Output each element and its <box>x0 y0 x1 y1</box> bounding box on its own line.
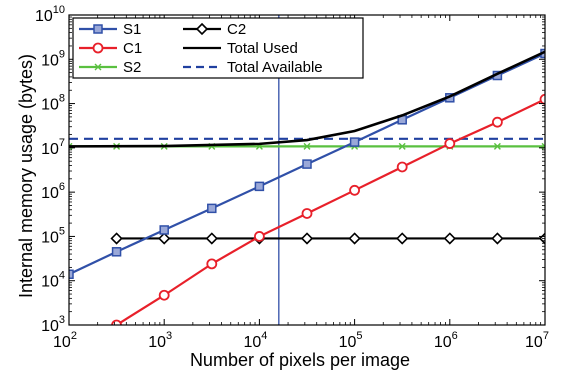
series-total-used <box>69 50 545 148</box>
plot-frame <box>68 14 546 326</box>
legend-marker-c1 <box>92 42 104 54</box>
x-tick-label: 105 <box>339 330 363 351</box>
point-s1 <box>159 225 169 235</box>
series-line-total-used <box>69 50 545 148</box>
point-c1 <box>349 184 361 196</box>
point-s2 <box>69 142 73 150</box>
point-c1 <box>396 161 408 173</box>
y-tick-label: 103 <box>41 314 65 335</box>
point-s1 <box>349 137 360 147</box>
x-tick-label: 103 <box>148 330 172 351</box>
series-c1 <box>111 93 545 325</box>
point-s1 <box>302 159 312 169</box>
point-c2 <box>443 232 456 245</box>
series-layer <box>69 48 545 325</box>
y-tick-label: 104 <box>41 270 65 291</box>
point-s2 <box>493 142 501 150</box>
point-s1 <box>69 269 74 279</box>
point-c1 <box>206 258 218 270</box>
x-tick-label: 102 <box>53 330 77 351</box>
point-c1 <box>539 93 545 105</box>
legend-item-total-available: Total Available <box>183 59 323 76</box>
point-c1 <box>491 116 503 128</box>
point-c1 <box>253 231 265 242</box>
legend: S1 C2 C1 Total Used S2 Total Available <box>72 17 364 79</box>
legend-label-s2: S2 <box>123 59 141 76</box>
point-s1 <box>207 203 217 214</box>
y-tick-label: 108 <box>41 93 65 114</box>
series-c2 <box>110 232 545 245</box>
point-c2 <box>205 232 218 245</box>
point-c1 <box>444 138 456 149</box>
series-line-c1 <box>115 98 545 325</box>
point-s2 <box>398 142 406 150</box>
x-tick-label: 107 <box>525 330 549 351</box>
legend-item-c1: C1 <box>79 40 142 57</box>
point-c2 <box>300 232 314 245</box>
tick-labels-layer: 102 103 104 105 106 1071031041051061071081091… <box>35 4 549 351</box>
point-c2 <box>158 232 171 245</box>
y-axis-label: Internal memory usage (bytes) <box>16 54 36 298</box>
x-axis-label: Number of pixels per image <box>190 350 410 370</box>
y-tick-label: 106 <box>41 181 65 202</box>
point-c2 <box>110 232 123 245</box>
legend-marker-s1 <box>93 24 103 34</box>
x-tick-label: 104 <box>243 330 267 351</box>
y-tick-label: 105 <box>41 225 65 246</box>
y-tick-label: 107 <box>41 137 65 158</box>
legend-label-c2: C2 <box>227 21 246 38</box>
point-s1 <box>254 181 265 192</box>
point-s2 <box>303 142 311 150</box>
legend-label-total-used: Total Used <box>227 40 298 57</box>
legend-marker-c2 <box>195 22 209 36</box>
point-c2 <box>396 232 409 245</box>
point-s2 <box>541 142 545 150</box>
legend-item-c2: C2 <box>183 21 246 38</box>
legend-item-s1: S1 <box>79 21 141 38</box>
point-c2 <box>348 232 361 245</box>
legend-item-total-used: Total Used <box>183 40 298 57</box>
legend-label-c1: C1 <box>123 40 142 57</box>
y-tick-label: 109 <box>41 48 65 69</box>
point-c1 <box>301 208 313 219</box>
legend-label-total-available: Total Available <box>227 59 323 76</box>
axes-layer <box>68 14 546 326</box>
x-tick-label: 106 <box>434 330 458 351</box>
legend-label-s1: S1 <box>123 21 141 38</box>
point-c1 <box>158 289 170 301</box>
y-tick-label: 1010 <box>35 4 65 25</box>
point-c2 <box>491 232 504 245</box>
point-s1 <box>111 247 122 257</box>
legend-item-s2: S2 <box>79 59 141 76</box>
legend-marker-s2 <box>94 63 102 71</box>
